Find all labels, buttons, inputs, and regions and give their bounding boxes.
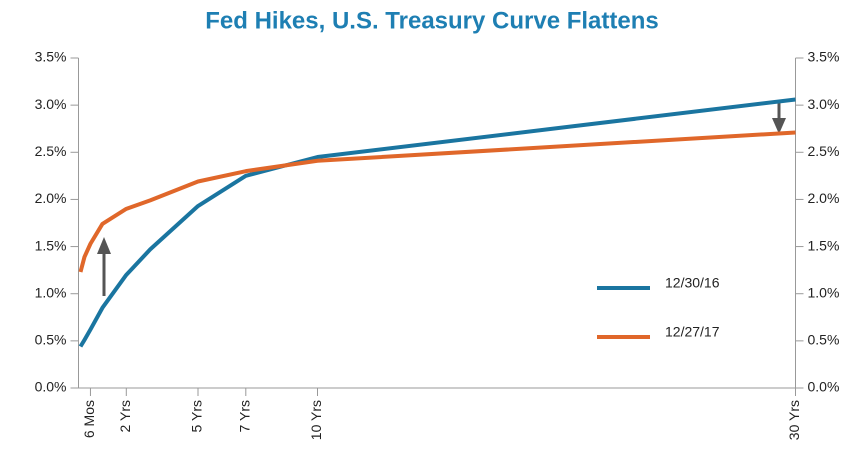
chart-title: Fed Hikes, U.S. Treasury Curve Flattens — [205, 7, 659, 34]
arrows — [97, 102, 786, 296]
x-tick-label: 30 Yrs — [786, 400, 802, 440]
y2-tick-label: 2.0% — [808, 190, 840, 206]
y2-tick-label: 0.0% — [808, 379, 840, 395]
series-line — [78, 97, 796, 348]
x-tick-label: 10 Yrs — [308, 400, 324, 440]
y-tick-label: 1.5% — [35, 237, 67, 253]
y-tick-label: 3.0% — [35, 96, 67, 112]
arrow-down-head — [772, 118, 786, 134]
y2-tick-label: 3.5% — [808, 49, 840, 65]
y-tick-label: 2.5% — [35, 143, 67, 159]
y2-tick-label: 1.5% — [808, 237, 840, 253]
legend-label: 12/27/17 — [665, 324, 720, 340]
x-tick-label: 6 Mos — [81, 400, 97, 438]
x-tick-label: 5 Yrs — [189, 400, 205, 432]
y2-tick-label: 3.0% — [808, 96, 840, 112]
y2-tick-label: 0.5% — [808, 332, 840, 348]
legend-label: 12/30/16 — [665, 275, 720, 291]
x-tick-label: 7 Yrs — [237, 400, 253, 432]
y-tick-label: 0.5% — [35, 332, 67, 348]
arrow-up-head — [97, 237, 111, 254]
y-tick-label: 0.0% — [35, 379, 67, 395]
x-tick-label: 2 Yrs — [117, 400, 133, 432]
y-tick-label: 2.0% — [35, 190, 67, 206]
series-line — [78, 130, 796, 273]
y-tick-label: 1.0% — [35, 284, 67, 300]
y2-tick-label: 1.0% — [808, 284, 840, 300]
y-tick-label: 3.5% — [35, 49, 67, 65]
y2-tick-label: 2.5% — [808, 143, 840, 159]
